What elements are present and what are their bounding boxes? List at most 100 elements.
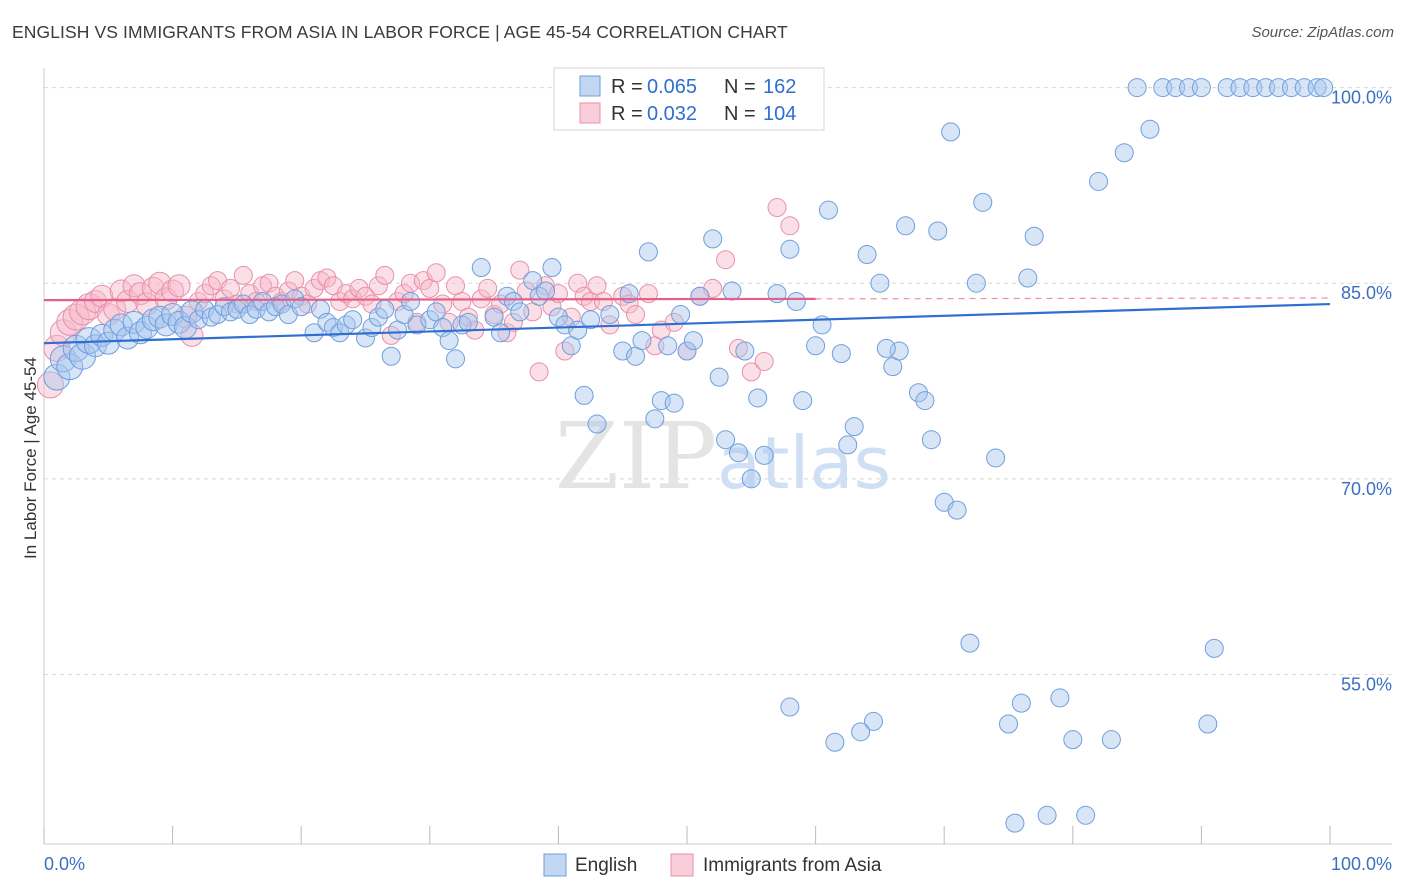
english-point-161 bbox=[1005, 813, 1025, 833]
english-point-135 bbox=[1140, 119, 1160, 139]
asia-point-12 bbox=[116, 289, 140, 313]
english-point-65 bbox=[497, 286, 517, 306]
english-point-43 bbox=[330, 323, 350, 343]
english-point-111 bbox=[844, 417, 864, 437]
stats-n-label-asia: N = bbox=[724, 103, 756, 125]
stats-n-value-english: 162 bbox=[763, 76, 796, 98]
english-point-127 bbox=[1037, 805, 1057, 825]
english-point-126 bbox=[1024, 226, 1044, 246]
legend-swatch-english bbox=[543, 853, 567, 877]
english-point-73 bbox=[555, 315, 575, 335]
english-point-8 bbox=[96, 331, 120, 355]
english-point-133 bbox=[1114, 143, 1134, 163]
english-point-85 bbox=[645, 409, 665, 429]
english-point-124 bbox=[999, 714, 1018, 734]
english-point-121 bbox=[960, 633, 980, 653]
asia-point-83 bbox=[574, 286, 594, 306]
english-point-154 bbox=[966, 273, 986, 293]
english-point-90 bbox=[677, 341, 697, 361]
english-point-103 bbox=[780, 239, 800, 259]
stats-n-label-english: N = bbox=[724, 76, 756, 98]
english-point-149 bbox=[1307, 78, 1327, 98]
source-credit: Source: ZipAtlas.com bbox=[1251, 24, 1394, 41]
english-point-92 bbox=[690, 286, 710, 306]
english-point-134 bbox=[1127, 78, 1147, 98]
stats-legend-swatch-english bbox=[579, 75, 601, 97]
asia-point-101 bbox=[754, 351, 774, 371]
english-point-139 bbox=[1191, 78, 1211, 98]
english-point-158 bbox=[851, 722, 871, 742]
asia-point-17 bbox=[148, 271, 172, 295]
stats-n-value-asia: 104 bbox=[763, 103, 796, 125]
y-tick-label-1: 70.0% bbox=[1341, 479, 1392, 499]
english-point-80 bbox=[613, 341, 633, 361]
trend-line-english bbox=[43, 302, 1331, 345]
english-point-50 bbox=[381, 346, 401, 366]
watermark-zip: ZIP bbox=[555, 403, 717, 510]
x-tick-label-1: 100.0% bbox=[1331, 854, 1392, 874]
english-point-132 bbox=[1101, 730, 1121, 750]
english-point-75 bbox=[568, 320, 588, 340]
asia-point-73 bbox=[510, 260, 530, 280]
english-point-160 bbox=[825, 732, 845, 752]
english-point-88 bbox=[664, 393, 684, 413]
english-point-156 bbox=[876, 338, 896, 358]
english-point-83 bbox=[632, 331, 652, 351]
english-point-59 bbox=[446, 349, 466, 369]
asia-point-100 bbox=[741, 362, 761, 382]
english-point-105 bbox=[793, 391, 813, 411]
asia-point-24 bbox=[195, 284, 215, 304]
english-point-32 bbox=[253, 291, 273, 311]
legend-label-english: English bbox=[575, 855, 637, 876]
english-point-71 bbox=[542, 258, 562, 278]
english-point-118 bbox=[921, 430, 941, 450]
asia-point-53 bbox=[381, 325, 401, 345]
english-point-129 bbox=[1063, 730, 1083, 750]
asia-point-55 bbox=[394, 284, 414, 304]
stats-r-value-asia: 0.032 bbox=[647, 103, 697, 125]
asia-point-48 bbox=[349, 278, 369, 298]
asia-point-76 bbox=[529, 362, 549, 382]
english-point-125 bbox=[1011, 693, 1031, 713]
english-point-38 bbox=[291, 297, 311, 317]
english-point-89 bbox=[671, 304, 691, 324]
stats-r-label-english: R = bbox=[611, 76, 643, 98]
english-point-93 bbox=[703, 229, 723, 249]
series-english bbox=[43, 78, 1334, 833]
trend-line-asia-extension bbox=[815, 297, 1331, 300]
asia-point-60 bbox=[426, 263, 446, 283]
english-point-122 bbox=[973, 192, 993, 212]
grid-lines bbox=[44, 87, 1392, 675]
english-point-61 bbox=[458, 312, 478, 332]
asia-point-98 bbox=[716, 250, 736, 270]
english-point-53 bbox=[401, 291, 421, 311]
x-tick-labels: 0.0% 100.0% bbox=[44, 854, 1392, 874]
english-point-11 bbox=[116, 326, 140, 350]
english-point-78 bbox=[587, 414, 607, 434]
english-point-95 bbox=[716, 430, 736, 450]
english-point-104 bbox=[786, 291, 806, 311]
english-point-67 bbox=[510, 302, 530, 322]
english-point-97 bbox=[728, 443, 748, 463]
english-point-157 bbox=[863, 711, 883, 731]
english-point-123 bbox=[986, 448, 1006, 468]
english-point-106 bbox=[806, 336, 826, 356]
asia-point-13 bbox=[122, 274, 146, 298]
legend-label-asia: Immigrants from Asia bbox=[703, 855, 882, 876]
english-point-150 bbox=[1314, 78, 1334, 98]
english-point-120 bbox=[947, 500, 967, 520]
x-tick-label-0: 0.0% bbox=[44, 854, 85, 874]
english-point-140 bbox=[1198, 714, 1218, 734]
stats-legend-swatch-asia bbox=[579, 102, 601, 124]
english-point-117 bbox=[908, 383, 928, 403]
english-point-141 bbox=[1204, 638, 1224, 658]
english-point-98 bbox=[735, 341, 755, 361]
english-point-54 bbox=[407, 315, 427, 335]
english-point-108 bbox=[818, 200, 838, 220]
asia-point-49 bbox=[356, 286, 375, 306]
english-point-155 bbox=[1018, 268, 1038, 288]
english-point-112 bbox=[857, 245, 877, 265]
asia-point-46 bbox=[336, 284, 356, 304]
y-tick-label-0: 55.0% bbox=[1341, 674, 1392, 694]
